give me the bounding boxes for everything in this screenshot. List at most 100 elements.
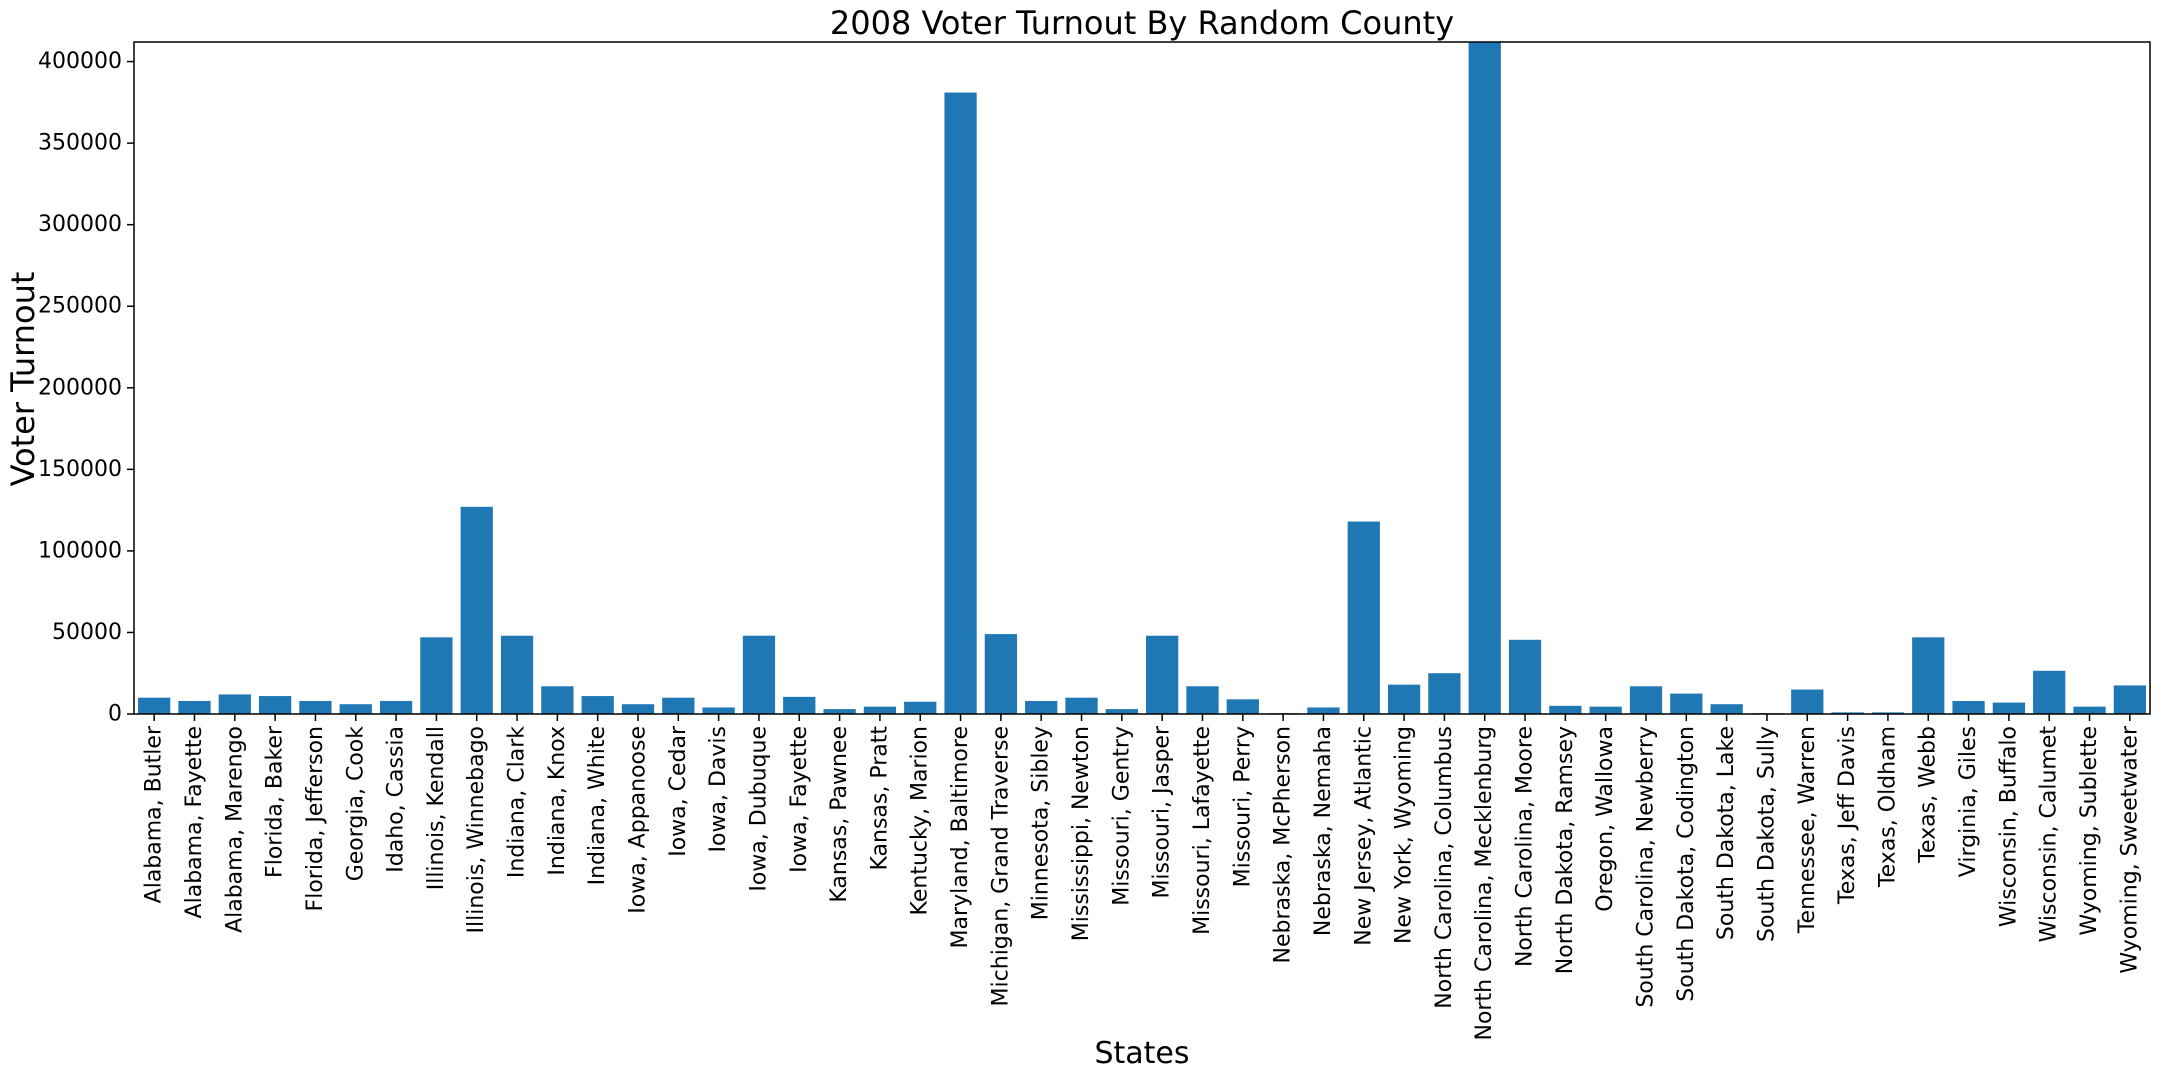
bar — [218, 694, 251, 714]
y-axis-label: Voter Turnout — [4, 272, 42, 487]
x-tick-label: South Dakota, Sully — [1754, 726, 1779, 942]
bar — [1710, 704, 1743, 714]
bar — [1307, 707, 1340, 714]
bar — [1508, 639, 1542, 714]
bar — [944, 92, 977, 714]
y-tick-label: 150000 — [38, 457, 122, 482]
x-tick-label: Iowa, Dubuque — [746, 726, 771, 892]
y-tick-label: 300000 — [38, 212, 122, 237]
x-tick-label: Oregon, Wallowa — [1593, 726, 1618, 912]
x-tick-label: Georgia, Cook — [343, 726, 368, 882]
bar — [1347, 521, 1380, 714]
bar — [1065, 697, 1098, 714]
x-tick-label: Florida, Jefferson — [303, 726, 328, 911]
bar — [1226, 699, 1259, 714]
y-tick-label: 400000 — [38, 49, 122, 74]
x-tick-label: Florida, Baker — [263, 725, 288, 878]
x-axis-label: States — [1094, 1036, 1189, 1071]
x-tick-label: Tennessee, Warren — [1795, 726, 1820, 934]
bar — [1105, 709, 1138, 714]
x-tick-label: South Carolina, Newberry — [1634, 726, 1659, 1008]
x-tick-label: Kansas, Pawnee — [827, 726, 852, 903]
x-tick-label: Texas, Webb — [1916, 726, 1941, 864]
x-tick-label: Indiana, Clark — [505, 726, 530, 878]
bar — [823, 709, 856, 714]
x-tick-label: South Dakota, Codington — [1674, 726, 1699, 1002]
bar — [2033, 670, 2066, 714]
x-tick-label: Illinois, Winnebago — [464, 726, 489, 933]
bar — [1871, 712, 1905, 714]
bar — [339, 704, 372, 714]
x-tick-label: Texas, Jeff Davis — [1835, 726, 1860, 905]
x-tick-label: Alabama, Butler — [142, 725, 167, 903]
x-tick-label: Maryland, Baltimore — [948, 726, 973, 948]
x-tick-label: Illinois, Kendall — [424, 726, 449, 890]
x-tick-label: Alabama, Marengo — [222, 726, 247, 933]
bar — [1831, 712, 1864, 714]
bar — [863, 706, 897, 714]
bar — [1629, 686, 1663, 714]
plot-frame — [133, 41, 2151, 715]
bar — [581, 696, 614, 714]
bar — [1428, 673, 1461, 714]
x-tick-label: Kentucky, Marion — [908, 726, 933, 915]
bars-layer — [138, 42, 2146, 714]
bar — [500, 635, 534, 714]
bar — [258, 696, 292, 714]
x-tick-label: Indiana, Knox — [545, 726, 570, 876]
bar — [621, 704, 655, 714]
x-tick-label: North Carolina, Mecklenburg — [1472, 726, 1497, 1041]
ticks-layer: Alabama, Butler Alabama, Fayette Alabama, … — [38, 49, 2142, 1040]
bar — [1912, 637, 1945, 714]
x-tick-label: Alabama, Fayette — [182, 726, 207, 918]
y-tick-label: 250000 — [38, 294, 122, 319]
x-tick-label: North Dakota, Ramsey — [1553, 726, 1578, 974]
x-tick-label: Nebraska, McPherson — [1271, 726, 1296, 964]
x-tick-label: Mississippi, Newton — [1069, 726, 1094, 941]
bar — [460, 506, 493, 714]
bar — [299, 700, 332, 714]
x-tick-label: Wyoming, Sublette — [2077, 726, 2102, 936]
x-tick-label: Indiana, White — [585, 726, 610, 885]
x-tick-label: Missouri, Jasper — [1150, 725, 1175, 898]
bar — [2073, 706, 2106, 714]
x-tick-label: New Jersey, Atlantic — [1351, 726, 1376, 946]
x-tick-label: New York, Wyoming — [1392, 726, 1417, 944]
bar — [1992, 702, 2026, 714]
x-tick-label: Missouri, Lafayette — [1190, 726, 1215, 935]
x-tick-label: Wisconsin, Calumet — [2037, 726, 2062, 943]
x-tick-label: Minnesota, Sibley — [1029, 726, 1054, 920]
bar — [984, 634, 1018, 714]
bar — [420, 637, 453, 714]
chart-title: 2008 Voter Turnout By Random County — [830, 4, 1454, 42]
x-tick-label: North Carolina, Columbus — [1432, 726, 1457, 1009]
bar — [1791, 689, 1824, 714]
x-tick-label: Kansas, Pratt — [867, 726, 892, 871]
x-tick-label: North Carolina, Moore — [1513, 726, 1538, 967]
bar — [379, 700, 413, 714]
x-tick-label: Michigan, Grand Traverse — [988, 726, 1013, 1006]
y-tick-label: 200000 — [38, 375, 122, 400]
x-tick-label: Missouri, Gentry — [1109, 726, 1134, 906]
bar — [541, 686, 574, 714]
x-tick-label: Missouri, Perry — [1230, 726, 1255, 887]
y-tick-label: 100000 — [38, 538, 122, 563]
y-tick-label: 50000 — [52, 620, 122, 645]
bar — [1549, 705, 1582, 714]
x-tick-label: Idaho, Cassia — [384, 726, 409, 873]
x-tick-label: Iowa, Cedar — [666, 725, 691, 857]
bar — [1589, 706, 1622, 714]
y-tick-label: 350000 — [38, 131, 122, 156]
x-tick-label: South Dakota, Lake — [1714, 726, 1739, 940]
bar — [2113, 685, 2146, 714]
bar — [702, 707, 735, 714]
x-tick-label: Iowa, Appanoose — [626, 726, 651, 914]
bar — [1387, 684, 1421, 714]
x-tick-label: Texas, Oldham — [1875, 726, 1900, 888]
bar — [178, 700, 211, 714]
x-tick-label: Wisconsin, Buffalo — [1996, 726, 2021, 927]
bar — [742, 635, 776, 714]
x-tick-label: Iowa, Fayette — [787, 726, 812, 873]
bar — [783, 696, 816, 714]
